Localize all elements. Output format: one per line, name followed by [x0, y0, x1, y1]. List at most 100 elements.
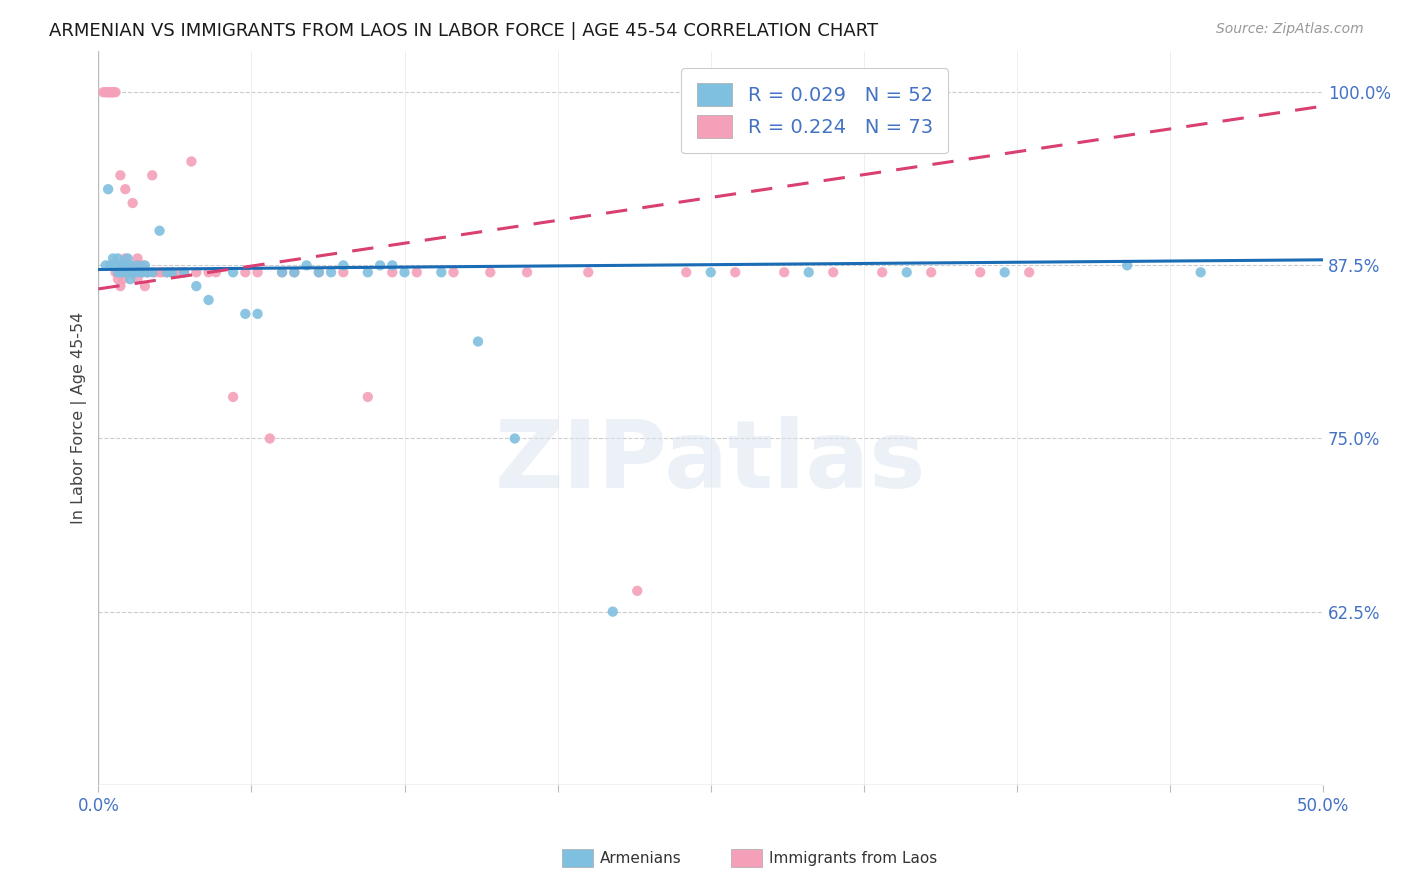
Point [141, 265, 163, 279]
Point [124, 265, 146, 279]
Point [430, 265, 453, 279]
Point [131, 265, 153, 279]
Point [443, 265, 465, 279]
Point [101, 85, 124, 99]
Point [121, 196, 143, 211]
Point [111, 265, 134, 279]
Text: ZIPatlas: ZIPatlas [495, 416, 927, 508]
Point [104, 258, 127, 272]
Point [111, 265, 134, 279]
Point [516, 265, 538, 279]
Point [111, 272, 134, 286]
Point [114, 182, 136, 196]
Point [797, 265, 820, 279]
Point [271, 265, 294, 279]
Point [121, 265, 143, 279]
Text: Immigrants from Laos: Immigrants from Laos [769, 851, 938, 865]
Point [259, 432, 281, 446]
Point [1018, 265, 1040, 279]
Point [117, 252, 139, 266]
Point [896, 265, 918, 279]
Point [124, 258, 146, 272]
Point [920, 265, 942, 279]
Point [205, 265, 228, 279]
Point [357, 390, 380, 404]
Point [129, 265, 152, 279]
Point [180, 154, 202, 169]
Point [120, 265, 142, 279]
Text: Armenians: Armenians [600, 851, 682, 865]
Point [117, 258, 139, 272]
Point [117, 265, 139, 279]
Point [110, 279, 132, 293]
Point [969, 265, 991, 279]
Point [994, 265, 1017, 279]
Point [160, 265, 183, 279]
Point [186, 265, 208, 279]
Point [381, 265, 404, 279]
Point [160, 265, 183, 279]
Point [107, 252, 129, 266]
Point [222, 390, 245, 404]
Point [127, 258, 149, 272]
Point [308, 265, 330, 279]
Point [823, 265, 845, 279]
Point [149, 224, 172, 238]
Y-axis label: In Labor Force | Age 45-54: In Labor Force | Age 45-54 [72, 311, 87, 524]
Point [100, 85, 122, 99]
Point [104, 85, 127, 99]
Point [626, 583, 648, 598]
Point [117, 265, 139, 279]
Point [222, 265, 245, 279]
Point [246, 265, 269, 279]
Point [114, 258, 136, 272]
Point [101, 252, 124, 266]
Point [127, 252, 149, 266]
Point [129, 265, 152, 279]
Point [124, 265, 146, 279]
Point [110, 169, 132, 183]
Point [149, 265, 172, 279]
Point [773, 265, 796, 279]
Point [101, 85, 124, 99]
Point [136, 265, 159, 279]
Point [97, 85, 120, 99]
Point [295, 258, 318, 272]
Point [107, 265, 129, 279]
Point [186, 279, 208, 293]
Point [134, 279, 156, 293]
Point [107, 265, 129, 279]
Point [121, 265, 143, 279]
Point [467, 334, 489, 349]
Point [131, 258, 153, 272]
Point [97, 85, 120, 99]
Point [120, 265, 142, 279]
Point [100, 258, 122, 272]
Point [127, 272, 149, 286]
Point [357, 265, 380, 279]
Point [131, 265, 153, 279]
Point [233, 307, 256, 321]
Point [156, 265, 179, 279]
Point [94, 85, 117, 99]
Point [111, 258, 134, 272]
Point [394, 265, 416, 279]
Point [141, 169, 163, 183]
Point [173, 265, 195, 279]
Point [479, 265, 502, 279]
Point [114, 252, 136, 266]
Point [246, 307, 269, 321]
Point [319, 265, 342, 279]
Point [107, 272, 129, 286]
Point [675, 265, 697, 279]
Point [143, 265, 166, 279]
Point [197, 293, 219, 307]
Point [576, 265, 599, 279]
Point [405, 265, 427, 279]
Point [870, 265, 893, 279]
Point [100, 85, 122, 99]
Point [283, 265, 305, 279]
Point [602, 605, 624, 619]
Point [283, 265, 305, 279]
Point [503, 432, 526, 446]
